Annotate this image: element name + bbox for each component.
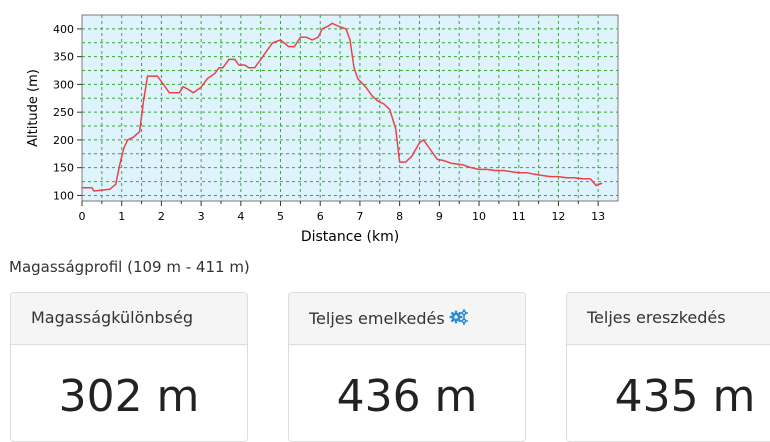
stat-card-header: Teljes emelkedés — [289, 293, 525, 345]
stat-title: Magasságkülönbség — [31, 308, 193, 327]
elevation-chart: 0 1 2 3 4 5 6 7 8 9 10 11 12 13 100150200250300350400… — [26, 14, 619, 245]
x-tick-label: 10 — [472, 210, 486, 223]
stat-title: Teljes ereszkedés — [587, 308, 726, 327]
stat-card-total-ascent: Teljes emelkedés 436 m — [288, 292, 526, 442]
stat-card-header: Magasságkülönbség — [11, 293, 247, 345]
x-tick-label: 8 — [396, 210, 403, 223]
y-axis: 100 150 200 250 300 350 400 — [53, 23, 82, 202]
y-tick-label: 100 — [53, 189, 74, 202]
x-axis-label: Distance (km) — [301, 229, 399, 245]
y-tick-label: 400 — [53, 23, 74, 36]
y-axis-label: Altitude (m) — [26, 69, 41, 147]
plot-area — [82, 15, 618, 201]
x-tick-label: 7 — [356, 210, 363, 223]
stat-card-header: Teljes ereszkedés — [567, 293, 770, 345]
y-tick-label: 150 — [53, 162, 74, 175]
stat-card-elevation-difference: Magasságkülönbség 302 m — [10, 292, 248, 442]
elevation-profile-caption: Magasságprofil (109 m - 411 m) — [9, 258, 250, 276]
y-tick-label: 350 — [53, 51, 74, 64]
stat-card-total-descent: Teljes ereszkedés 435 m — [566, 292, 770, 442]
y-tick-label: 250 — [53, 106, 74, 119]
y-tick-label: 200 — [53, 134, 74, 147]
x-tick-label: 0 — [79, 210, 86, 223]
x-tick-label: 2 — [158, 210, 165, 223]
chart-grid — [82, 15, 618, 201]
stat-title: Teljes emelkedés — [309, 309, 445, 328]
x-tick-label: 9 — [436, 210, 443, 223]
x-tick-label: 5 — [277, 210, 284, 223]
y-tick-label: 300 — [53, 78, 74, 91]
x-tick-label: 11 — [512, 210, 526, 223]
x-tick-label: 6 — [317, 210, 324, 223]
plot-frame — [81, 14, 619, 202]
x-tick-label: 13 — [591, 210, 605, 223]
stat-value: 302 m — [58, 371, 200, 422]
gears-icon[interactable] — [449, 308, 469, 326]
x-tick-label: 1 — [118, 210, 125, 223]
x-tick-label: 12 — [551, 210, 565, 223]
elevation-line — [82, 22, 603, 192]
stat-value: 435 m — [614, 371, 756, 422]
x-tick-label: 4 — [237, 210, 244, 223]
stat-value: 436 m — [336, 371, 478, 422]
x-tick-label: 3 — [198, 210, 205, 223]
x-axis: 0 1 2 3 4 5 6 7 8 9 10 11 12 13 — [79, 201, 605, 223]
